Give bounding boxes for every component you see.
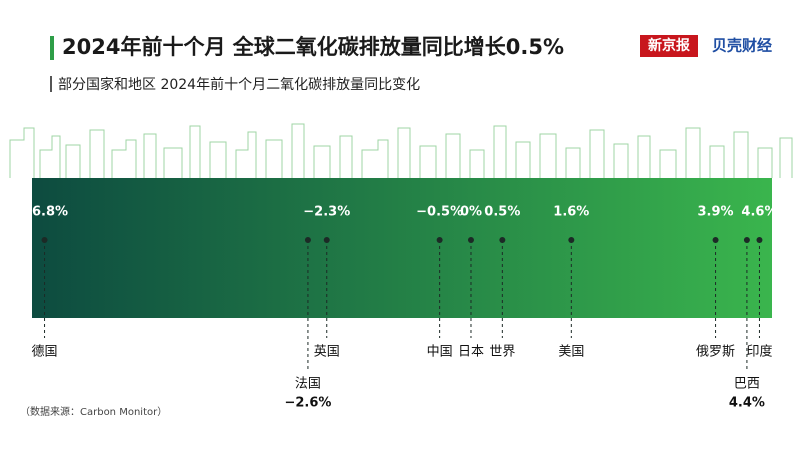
category-label: 法国 xyxy=(295,377,321,392)
category-label: 中国 xyxy=(427,345,453,360)
logo-box xyxy=(640,35,698,57)
dot xyxy=(436,237,443,243)
dot xyxy=(743,237,750,243)
category-label: 俄罗斯 xyxy=(696,345,735,360)
category-label: 印度 xyxy=(746,344,772,360)
value-label: 0.5% xyxy=(484,205,520,220)
chart-band xyxy=(32,178,772,318)
value-label: −6.8% xyxy=(21,205,68,220)
category-label: 巴西 xyxy=(734,377,760,392)
dot xyxy=(756,237,763,243)
subtitle-accent xyxy=(50,76,52,92)
value-label: −2.3% xyxy=(303,205,350,220)
dot xyxy=(499,237,506,243)
dot xyxy=(712,237,719,243)
value-label: 4.6% xyxy=(741,205,777,220)
logo-left: 新京报 xyxy=(648,37,690,54)
source: （数据来源：Carbon Monitor） xyxy=(20,405,167,418)
dot xyxy=(41,237,48,243)
category-label: 日本 xyxy=(458,345,484,360)
category-label: 德国 xyxy=(32,345,58,360)
dot xyxy=(323,237,330,243)
title: 2024年前十个月 全球二氧化碳排放量同比增长0.5% xyxy=(62,35,564,59)
category-label: 美国 xyxy=(558,345,584,360)
category-label: 英国 xyxy=(314,345,340,360)
value-label: −0.5% xyxy=(416,205,463,220)
category-label: 世界 xyxy=(489,345,515,360)
value-label: 0% xyxy=(460,205,482,220)
skyline xyxy=(9,123,793,178)
value-label: 1.6% xyxy=(553,205,589,220)
subtitle: 部分国家和地区 2024年前十个月二氧化碳排放量同比变化 xyxy=(58,76,420,93)
dot xyxy=(568,237,575,243)
title-accent xyxy=(50,36,54,60)
value-label: −2.6% xyxy=(284,396,331,411)
dot xyxy=(467,237,474,243)
dot xyxy=(304,237,311,243)
logo-right: 贝壳财经 xyxy=(712,37,772,55)
value-label: 4.4% xyxy=(729,396,765,411)
value-label: 3.9% xyxy=(698,205,734,220)
